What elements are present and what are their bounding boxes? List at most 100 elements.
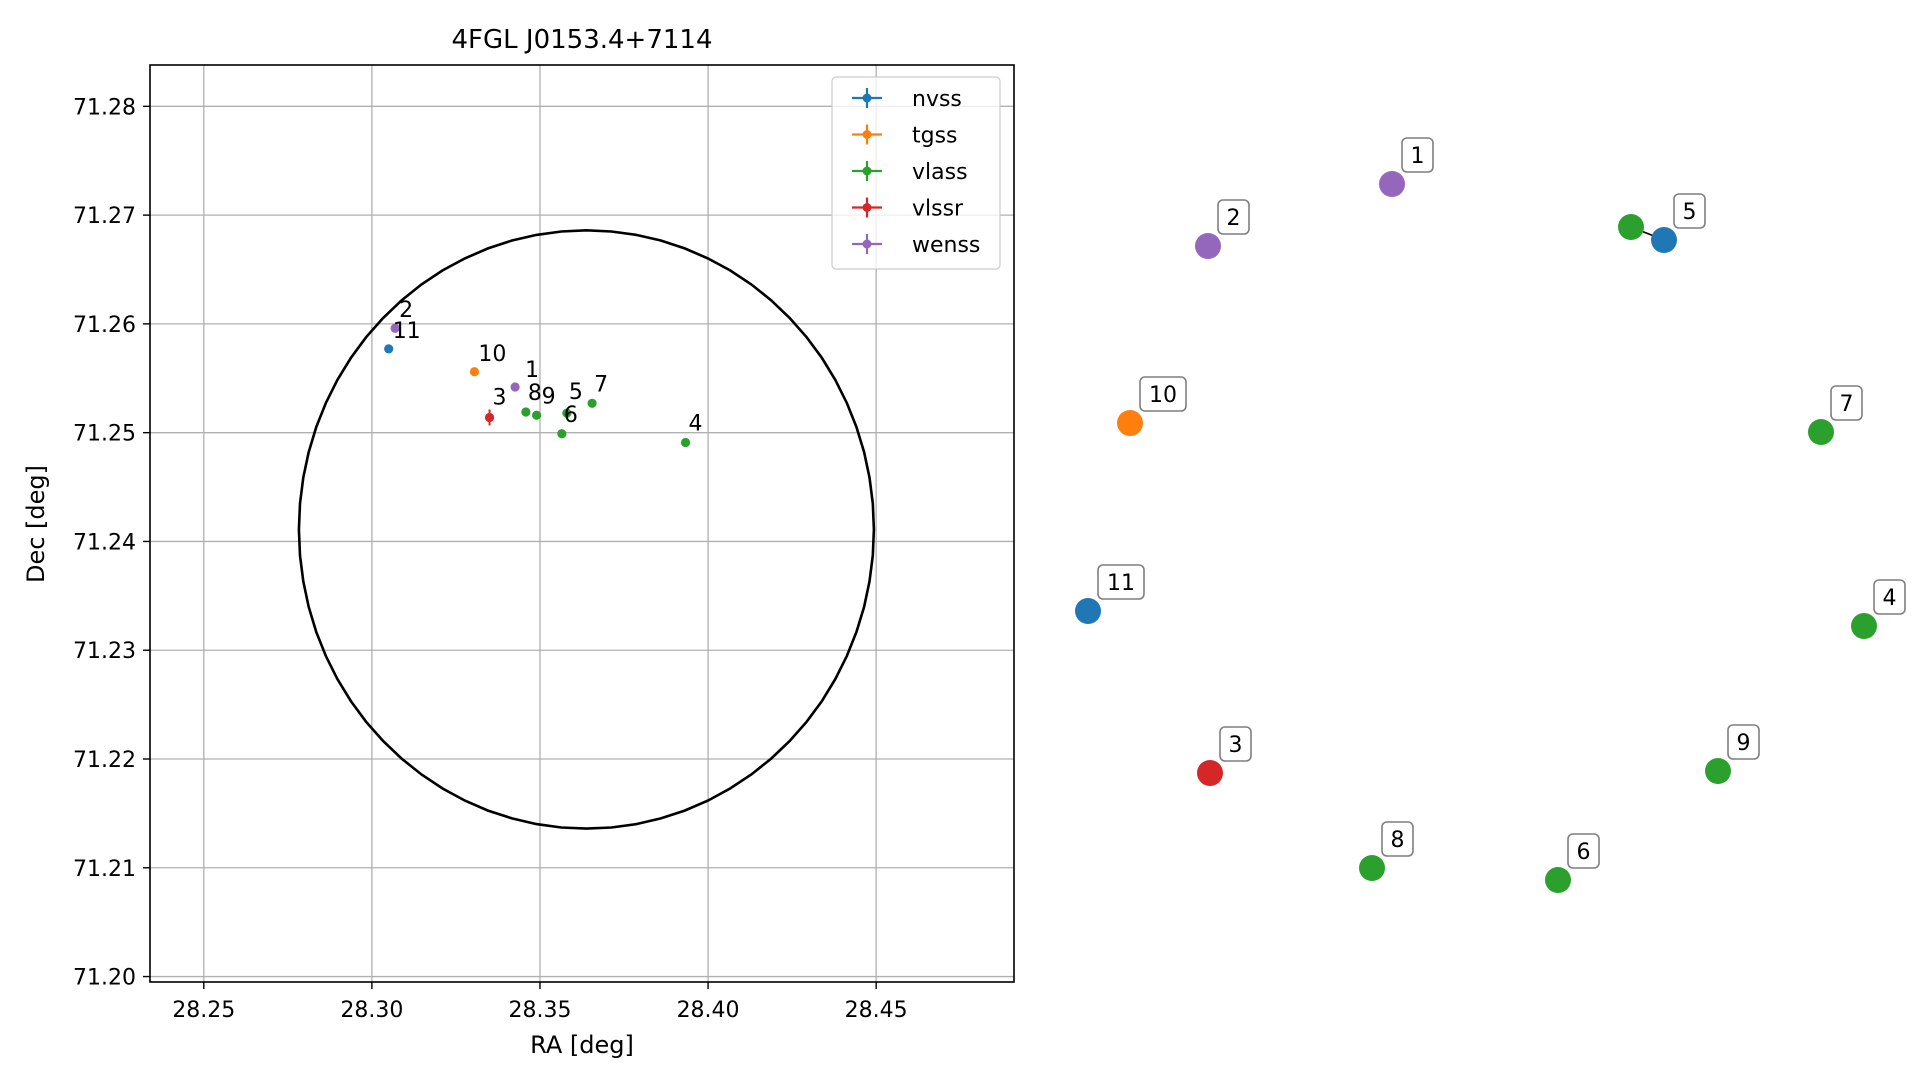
x-tick-label: 28.40 <box>677 998 740 1023</box>
layout-dot <box>1359 855 1385 881</box>
layout-dot <box>1618 214 1644 240</box>
data-point-vlssr <box>484 412 495 423</box>
point-labels: 11 10 4 567 8 9 31 2 <box>393 298 703 436</box>
y-tick-label: 71.24 <box>73 530 136 555</box>
legend-item-wenss: wenss <box>852 233 980 258</box>
data-point-vlass <box>557 429 567 439</box>
y-tick-label: 71.20 <box>73 966 136 991</box>
x-tick-label: 28.25 <box>172 998 235 1023</box>
layout-dot <box>1075 598 1101 624</box>
point-label: 11 <box>393 319 421 344</box>
y-axis-ticks: 71.20 71.21 71.22 71.23 71.24 71.25 71.26 71.27… <box>73 95 150 991</box>
y-tick-label: 71.28 <box>73 95 136 120</box>
error-circle <box>297 228 876 830</box>
legend-marker-dot <box>862 166 872 176</box>
label-box <box>1219 726 1252 762</box>
legend-marker-dot <box>862 93 872 103</box>
label-text: 10 <box>1149 383 1177 408</box>
label-box <box>1381 821 1414 857</box>
y-tick-label: 71.27 <box>73 204 136 229</box>
layout-dot <box>1195 233 1221 259</box>
legend-item-tgss: tgss <box>852 124 958 149</box>
axes-frame <box>149 64 1015 983</box>
legend-label: vlass <box>912 160 968 185</box>
x-axis-ticks: 28.25 28.30 28.35 28.40 28.45 <box>172 982 908 1023</box>
label-box <box>1673 193 1706 229</box>
legend-item-vlssr: vlssr <box>852 197 964 222</box>
legend-marker-dot <box>862 239 872 249</box>
data-point-wenss <box>390 323 400 333</box>
point-label: 2 <box>399 298 413 323</box>
label-text: 7 <box>1840 392 1854 417</box>
layout-marker-7: 7 <box>1808 385 1863 445</box>
data-point-vlass <box>521 407 531 417</box>
layout-dot <box>1197 760 1223 786</box>
layout-marker-6: 6 <box>1545 833 1600 893</box>
label-text: 6 <box>1577 840 1591 865</box>
layout-dot <box>1651 227 1677 253</box>
layout-dot <box>1117 410 1143 436</box>
label-box <box>1567 833 1600 869</box>
label-text: 11 <box>1107 571 1135 596</box>
point-label: 8 <box>528 381 542 406</box>
label-box <box>1097 564 1145 600</box>
legend-items: nvss tgss vlass vlssr wenss <box>852 87 980 258</box>
y-tick-label: 71.25 <box>73 422 136 447</box>
layout-marker-2: 2 <box>1195 199 1250 259</box>
legend-label: tgss <box>912 124 958 149</box>
x-tick-label: 28.45 <box>845 998 908 1023</box>
legend-marker-dot <box>862 130 872 139</box>
label-box <box>1139 376 1187 412</box>
x-tick-label: 28.35 <box>508 998 571 1023</box>
point-label: 6 <box>564 403 578 428</box>
layout-dot <box>1808 419 1834 445</box>
layout-marker-5: 5 <box>1651 193 1706 253</box>
legend: nvss tgss vlass vlssr wenss <box>831 76 1001 270</box>
label-box <box>1727 724 1760 760</box>
legend-item-vlass: vlass <box>852 160 968 185</box>
legend-box <box>831 76 1001 270</box>
y-tick-label: 71.23 <box>73 639 136 664</box>
layout-dot <box>1379 171 1405 197</box>
data-point-tgss <box>469 367 480 377</box>
data-points <box>384 323 691 448</box>
legend-label: vlssr <box>912 197 964 222</box>
layout-dot <box>1705 758 1731 784</box>
point-label: 9 <box>542 384 556 409</box>
label-box <box>1873 579 1906 615</box>
layout-marker-1: 1 <box>1379 137 1434 197</box>
data-point-vlass <box>680 437 691 448</box>
layout-marker-8: 8 <box>1359 821 1414 881</box>
label-text: 2 <box>1227 206 1241 231</box>
legend-label: nvss <box>912 87 962 112</box>
data-point-wenss <box>510 382 520 392</box>
point-label: 5 <box>569 380 583 405</box>
layout-dot <box>1545 867 1571 893</box>
layout-marker <box>1618 214 1644 240</box>
label-layout-panel: 1 2 3 4 5 6 7 8 9 10 11 <box>1075 137 1906 893</box>
label-text: 5 <box>1683 200 1697 225</box>
data-point-vlass <box>587 398 597 408</box>
legend-label: wenss <box>912 233 980 258</box>
point-label: 3 <box>493 385 507 410</box>
label-box <box>1830 385 1863 421</box>
layout-marker-10: 10 <box>1117 376 1187 436</box>
y-tick-label: 71.21 <box>73 857 136 882</box>
label-text: 9 <box>1737 731 1751 756</box>
label-box <box>1217 199 1250 235</box>
error-circle-line <box>297 228 876 830</box>
point-label: 10 <box>478 342 506 367</box>
label-text: 3 <box>1229 733 1243 758</box>
label-text: 8 <box>1391 828 1405 853</box>
chart-title: 4FGL J0153.4+7114 <box>452 25 713 55</box>
layout-marker-4: 4 <box>1851 579 1906 639</box>
x-axis-label: RA [deg] <box>530 1031 634 1059</box>
layout-marker-11: 11 <box>1075 564 1145 624</box>
x-tick-label: 28.30 <box>340 998 403 1023</box>
label-box <box>1401 137 1434 173</box>
point-label: 4 <box>689 411 703 436</box>
point-label: 7 <box>594 372 608 397</box>
legend-item-nvss: nvss <box>852 87 962 112</box>
